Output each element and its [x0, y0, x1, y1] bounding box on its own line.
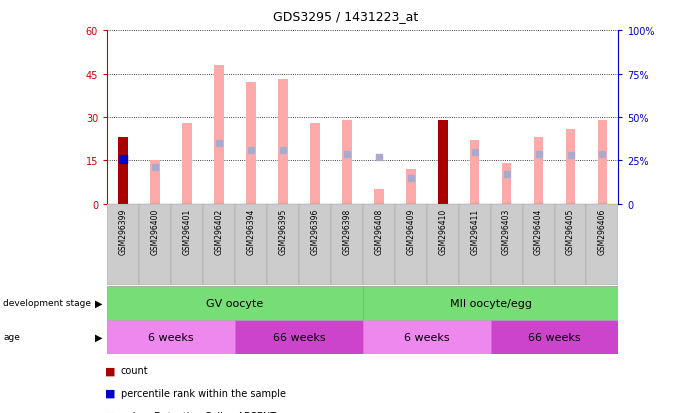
Text: 66 weeks: 66 weeks — [528, 332, 581, 342]
Text: GV oocyte: GV oocyte — [207, 298, 263, 308]
FancyBboxPatch shape — [235, 204, 267, 285]
Bar — [406, 170, 415, 204]
Text: GSM296406: GSM296406 — [598, 209, 607, 255]
FancyBboxPatch shape — [171, 204, 203, 285]
FancyBboxPatch shape — [107, 204, 139, 285]
Point — [373, 154, 384, 161]
Point — [214, 140, 225, 147]
Text: ■: ■ — [105, 388, 116, 398]
Bar — [310, 123, 320, 204]
Point — [533, 151, 544, 157]
Text: GSM296395: GSM296395 — [278, 209, 287, 255]
Bar — [437, 121, 448, 204]
FancyBboxPatch shape — [522, 204, 554, 285]
Text: development stage: development stage — [3, 299, 91, 308]
Text: value, Detection Call = ABSENT: value, Detection Call = ABSENT — [121, 411, 276, 413]
FancyBboxPatch shape — [395, 204, 427, 285]
Text: GSM296405: GSM296405 — [566, 209, 575, 255]
Text: ▶: ▶ — [95, 298, 102, 308]
Text: GSM296399: GSM296399 — [119, 209, 128, 255]
Text: 66 weeks: 66 weeks — [272, 332, 325, 342]
Text: GSM296398: GSM296398 — [342, 209, 351, 254]
Text: 6 weeks: 6 weeks — [404, 332, 450, 342]
Text: GSM296409: GSM296409 — [406, 209, 415, 255]
FancyBboxPatch shape — [363, 320, 491, 354]
Point — [245, 147, 256, 154]
Bar — [246, 83, 256, 204]
Point — [405, 175, 416, 182]
FancyBboxPatch shape — [491, 320, 618, 354]
Bar — [374, 190, 384, 204]
Text: GSM296411: GSM296411 — [470, 209, 479, 254]
Text: MII oocyte/egg: MII oocyte/egg — [450, 298, 531, 308]
FancyBboxPatch shape — [363, 204, 395, 285]
Bar — [182, 123, 192, 204]
Text: GSM296410: GSM296410 — [438, 209, 447, 254]
FancyBboxPatch shape — [139, 204, 171, 285]
Point — [117, 156, 129, 163]
Bar — [278, 80, 287, 204]
Text: count: count — [121, 366, 149, 375]
FancyBboxPatch shape — [203, 204, 235, 285]
Text: GSM296396: GSM296396 — [310, 209, 319, 255]
FancyBboxPatch shape — [459, 204, 491, 285]
Bar — [342, 121, 352, 204]
Text: age: age — [3, 332, 20, 342]
Text: ▶: ▶ — [95, 332, 102, 342]
Bar — [566, 129, 576, 204]
Text: GSM296402: GSM296402 — [214, 209, 223, 254]
Text: GSM296408: GSM296408 — [375, 209, 384, 254]
FancyBboxPatch shape — [299, 204, 331, 285]
FancyBboxPatch shape — [235, 320, 363, 354]
Bar — [118, 138, 129, 204]
Text: ■: ■ — [105, 411, 116, 413]
FancyBboxPatch shape — [427, 204, 459, 285]
FancyBboxPatch shape — [331, 204, 363, 285]
Text: GSM296401: GSM296401 — [182, 209, 191, 254]
FancyBboxPatch shape — [107, 286, 363, 320]
Point — [501, 172, 512, 178]
Point — [565, 152, 576, 159]
Text: GSM296394: GSM296394 — [247, 209, 256, 255]
Bar — [598, 121, 607, 204]
FancyBboxPatch shape — [267, 204, 299, 285]
Bar — [533, 138, 543, 204]
Point — [149, 165, 160, 171]
Text: 6 weeks: 6 weeks — [148, 332, 194, 342]
Bar — [214, 66, 224, 204]
Text: GSM296403: GSM296403 — [502, 209, 511, 255]
FancyBboxPatch shape — [363, 286, 618, 320]
FancyBboxPatch shape — [107, 320, 235, 354]
Text: GSM296400: GSM296400 — [151, 209, 160, 255]
Point — [341, 151, 352, 157]
FancyBboxPatch shape — [554, 204, 587, 285]
Text: GSM296404: GSM296404 — [534, 209, 543, 255]
Text: GDS3295 / 1431223_at: GDS3295 / 1431223_at — [273, 10, 418, 23]
Text: ■: ■ — [105, 366, 116, 375]
Bar — [502, 164, 511, 204]
FancyBboxPatch shape — [587, 204, 618, 285]
Point — [597, 151, 608, 157]
Bar — [470, 141, 480, 204]
Bar — [150, 161, 160, 204]
Point — [469, 149, 480, 156]
Point — [277, 147, 288, 154]
FancyBboxPatch shape — [491, 204, 522, 285]
Text: percentile rank within the sample: percentile rank within the sample — [121, 388, 286, 398]
